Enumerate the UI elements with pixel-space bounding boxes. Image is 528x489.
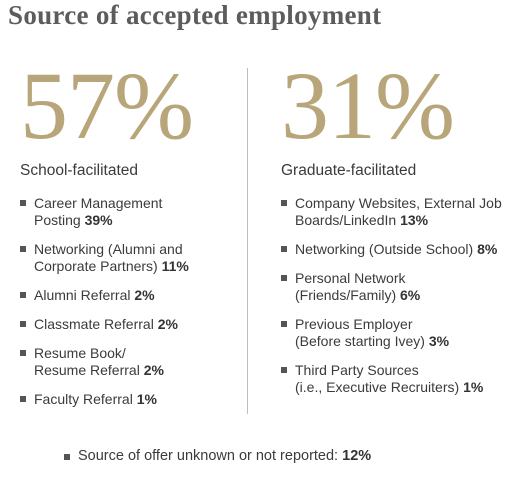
graduate-facilitated-column: 31% Graduate-facilitated Company Website…: [281, 58, 521, 408]
item-value: 8%: [477, 241, 498, 257]
bullet-icon: [20, 396, 26, 402]
list-item: Networking (Outside School) 8%: [281, 241, 521, 258]
graduate-facilitated-list: Company Websites, External Job Boards/Li…: [281, 195, 521, 396]
school-facilitated-label: School-facilitated: [20, 162, 139, 179]
item-label: Faculty Referral: [34, 391, 133, 407]
item-value: 11%: [161, 258, 189, 274]
footnote-label: Source of offer unknown or not reported:: [78, 448, 339, 464]
list-item: Personal Network (Friends/Family) 6%: [281, 270, 521, 304]
bullet-icon: [20, 350, 26, 356]
bullet-icon: [281, 367, 287, 373]
list-item: Third Party Sources (i.e., Executive Rec…: [281, 362, 521, 396]
item-label: Networking (Alumni and Corporate Partner…: [34, 241, 183, 274]
footnote: Source of offer unknown or not reported:…: [64, 448, 371, 464]
bullet-icon: [20, 200, 26, 206]
school-facilitated-column: 57% School-facilitated Career Management…: [20, 58, 240, 420]
item-label: Career Management Posting: [34, 195, 163, 228]
item-value: 2%: [143, 362, 164, 378]
list-item: Alumni Referral 2%: [20, 287, 240, 304]
item-label: Third Party Sources (i.e., Executive Rec…: [295, 362, 460, 395]
bullet-icon: [281, 275, 287, 281]
item-value: 2%: [157, 316, 178, 332]
item-value: 2%: [134, 287, 155, 303]
item-value: 39%: [84, 212, 113, 228]
school-facilitated-total: 57%: [20, 52, 194, 159]
list-item: Faculty Referral 1%: [20, 391, 240, 408]
item-label: Classmate Referral: [34, 316, 154, 332]
graduate-facilitated-label: Graduate-facilitated: [281, 162, 417, 179]
item-value: 13%: [400, 212, 429, 228]
list-item: Career Management Posting 39%: [20, 195, 240, 229]
item-value: 1%: [463, 379, 484, 395]
school-facilitated-list: Career Management Posting 39% Networking …: [20, 195, 240, 408]
list-item: Resume Book/ Resume Referral 2%: [20, 345, 240, 379]
bullet-icon: [64, 454, 70, 460]
chart-title: Source of accepted employment: [8, 0, 382, 30]
item-label: Alumni Referral: [34, 287, 131, 303]
bullet-icon: [281, 321, 287, 327]
item-value: 1%: [136, 391, 157, 407]
list-item: Networking (Alumni and Corporate Partner…: [20, 241, 240, 275]
footnote-value: 12%: [342, 448, 372, 464]
bullet-icon: [281, 200, 287, 206]
item-label: Resume Book/ Resume Referral: [34, 345, 140, 378]
column-divider: [247, 68, 248, 414]
list-item: Classmate Referral 2%: [20, 316, 240, 333]
item-label: Networking (Outside School): [295, 241, 474, 257]
list-item: Previous Employer (Before starting Ivey)…: [281, 316, 521, 350]
item-label: Personal Network (Friends/Family): [295, 270, 406, 303]
bullet-icon: [20, 292, 26, 298]
bullet-icon: [281, 246, 287, 252]
item-label: Company Websites, External Job Boards/Li…: [295, 195, 502, 228]
bullet-icon: [20, 246, 26, 252]
graduate-facilitated-total: 31%: [281, 52, 455, 159]
item-value: 6%: [400, 287, 421, 303]
item-value: 3%: [428, 333, 450, 349]
bullet-icon: [20, 321, 26, 327]
list-item: Company Websites, External Job Boards/Li…: [281, 195, 521, 229]
item-label: Previous Employer (Before starting Ivey): [295, 316, 425, 349]
